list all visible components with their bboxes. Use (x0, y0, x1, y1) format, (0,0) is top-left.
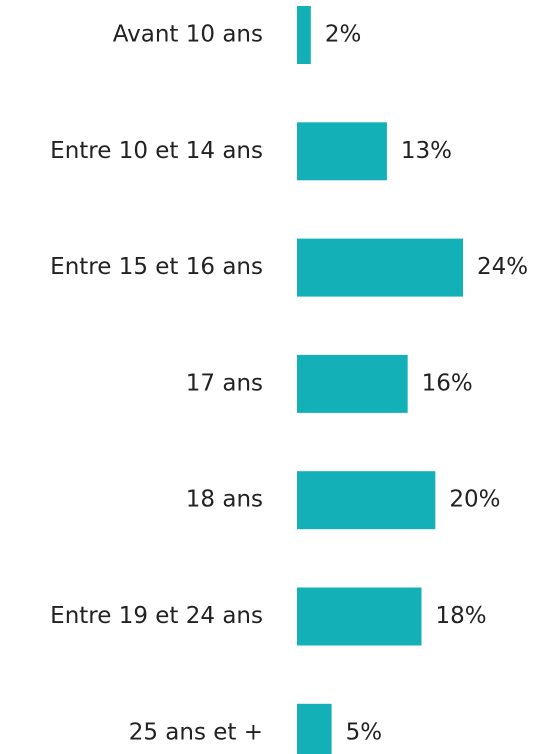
category-label: Entre 15 et 16 ans (50, 254, 263, 280)
bar (297, 703, 332, 754)
value-label: 20% (449, 487, 500, 513)
bar (297, 354, 408, 413)
bar (297, 122, 387, 181)
category-label: 17 ans (186, 370, 263, 396)
bar (297, 6, 311, 64)
bar (297, 238, 463, 297)
value-label: 18% (436, 603, 487, 629)
category-label: Entre 10 et 14 ans (50, 138, 263, 164)
category-label: Avant 10 ans (113, 22, 263, 48)
category-label: 18 ans (186, 487, 263, 513)
value-label: 24% (477, 254, 528, 280)
bar (297, 587, 422, 646)
value-label: 16% (422, 370, 473, 396)
value-label: 13% (401, 138, 452, 164)
value-label: 5% (346, 719, 383, 745)
category-label: Entre 19 et 24 ans (50, 603, 263, 629)
value-label: 2% (325, 22, 362, 48)
category-label: 25 ans et + (129, 719, 263, 745)
bar (297, 471, 436, 530)
